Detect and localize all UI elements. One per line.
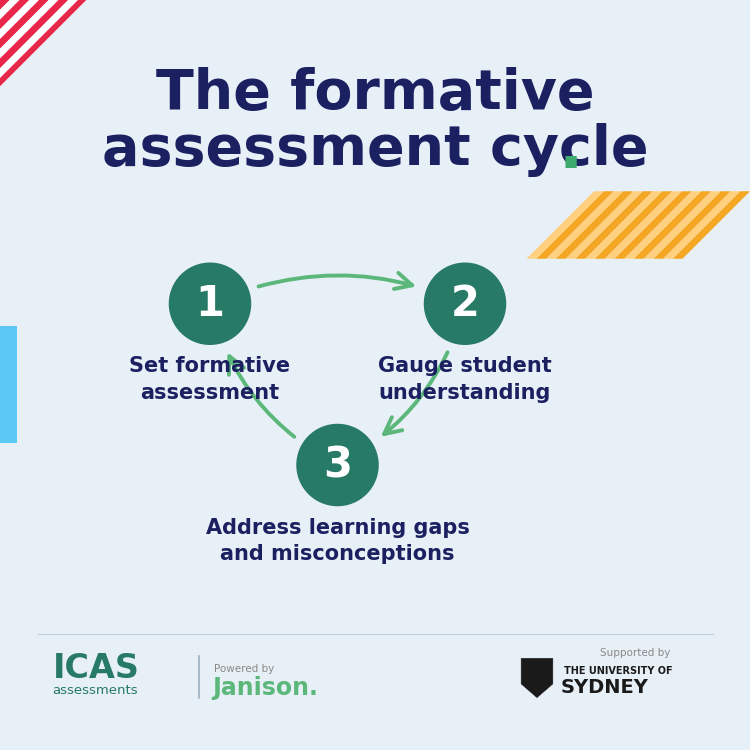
Polygon shape [0,0,78,78]
Text: 1: 1 [196,283,224,325]
Polygon shape [0,0,98,98]
Polygon shape [585,191,662,259]
Polygon shape [536,191,614,259]
Polygon shape [653,191,730,259]
Text: Address learning gaps
and misconceptions: Address learning gaps and misconceptions [206,518,470,564]
Polygon shape [614,191,692,259]
Polygon shape [526,191,604,259]
Polygon shape [0,0,68,68]
Text: ICAS: ICAS [53,652,140,686]
Polygon shape [0,0,88,88]
Text: Janison.: Janison. [212,676,318,700]
Bar [701,191,750,259]
Text: .: . [559,119,583,181]
Polygon shape [0,0,49,49]
Text: Set formative
assessment: Set formative assessment [130,356,290,403]
Polygon shape [566,191,643,259]
Polygon shape [0,0,136,136]
Polygon shape [604,191,682,259]
Text: Powered by: Powered by [214,664,274,674]
Polygon shape [0,0,29,29]
Text: 2: 2 [451,283,479,325]
Text: The formative: The formative [156,67,594,121]
Polygon shape [0,0,107,107]
Text: Supported by: Supported by [600,647,670,658]
Text: assessment cycle: assessment cycle [102,123,648,177]
Polygon shape [634,191,711,259]
Polygon shape [624,191,701,259]
Polygon shape [546,191,623,259]
Circle shape [296,424,379,506]
Text: assessments: assessments [53,683,138,697]
FancyArrowPatch shape [384,352,448,434]
Polygon shape [0,0,127,127]
Polygon shape [0,0,10,10]
Polygon shape [0,0,20,20]
Polygon shape [673,191,750,259]
Text: Gauge student
understanding: Gauge student understanding [378,356,552,403]
Polygon shape [0,0,39,39]
Polygon shape [0,0,58,58]
Circle shape [169,262,251,345]
Circle shape [424,262,506,345]
Text: SYDNEY: SYDNEY [561,678,649,698]
Polygon shape [0,0,117,117]
Polygon shape [644,191,721,259]
Text: 3: 3 [323,444,352,486]
Polygon shape [663,191,740,259]
Polygon shape [595,191,672,259]
Text: THE UNIVERSITY OF: THE UNIVERSITY OF [564,665,673,676]
Bar [0,326,16,442]
Polygon shape [556,191,633,259]
Polygon shape [575,191,652,259]
FancyArrowPatch shape [259,273,413,289]
FancyArrowPatch shape [229,356,294,436]
Polygon shape [521,658,553,698]
